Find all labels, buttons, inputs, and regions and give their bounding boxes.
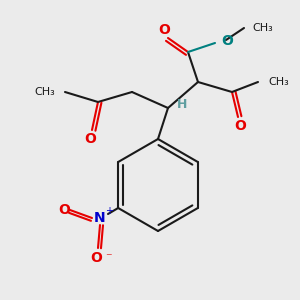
Text: ⁻: ⁻ <box>105 251 111 265</box>
Text: O: O <box>90 251 102 265</box>
Text: O: O <box>84 132 96 146</box>
Text: O: O <box>58 203 70 217</box>
Text: O: O <box>158 23 170 37</box>
Text: O: O <box>234 119 246 133</box>
Text: +: + <box>105 206 113 216</box>
Text: CH₃: CH₃ <box>34 87 55 97</box>
Text: N: N <box>94 211 106 225</box>
Text: CH₃: CH₃ <box>268 77 289 87</box>
Text: O: O <box>221 34 233 48</box>
Text: CH₃: CH₃ <box>252 23 273 33</box>
Text: H: H <box>177 98 187 110</box>
